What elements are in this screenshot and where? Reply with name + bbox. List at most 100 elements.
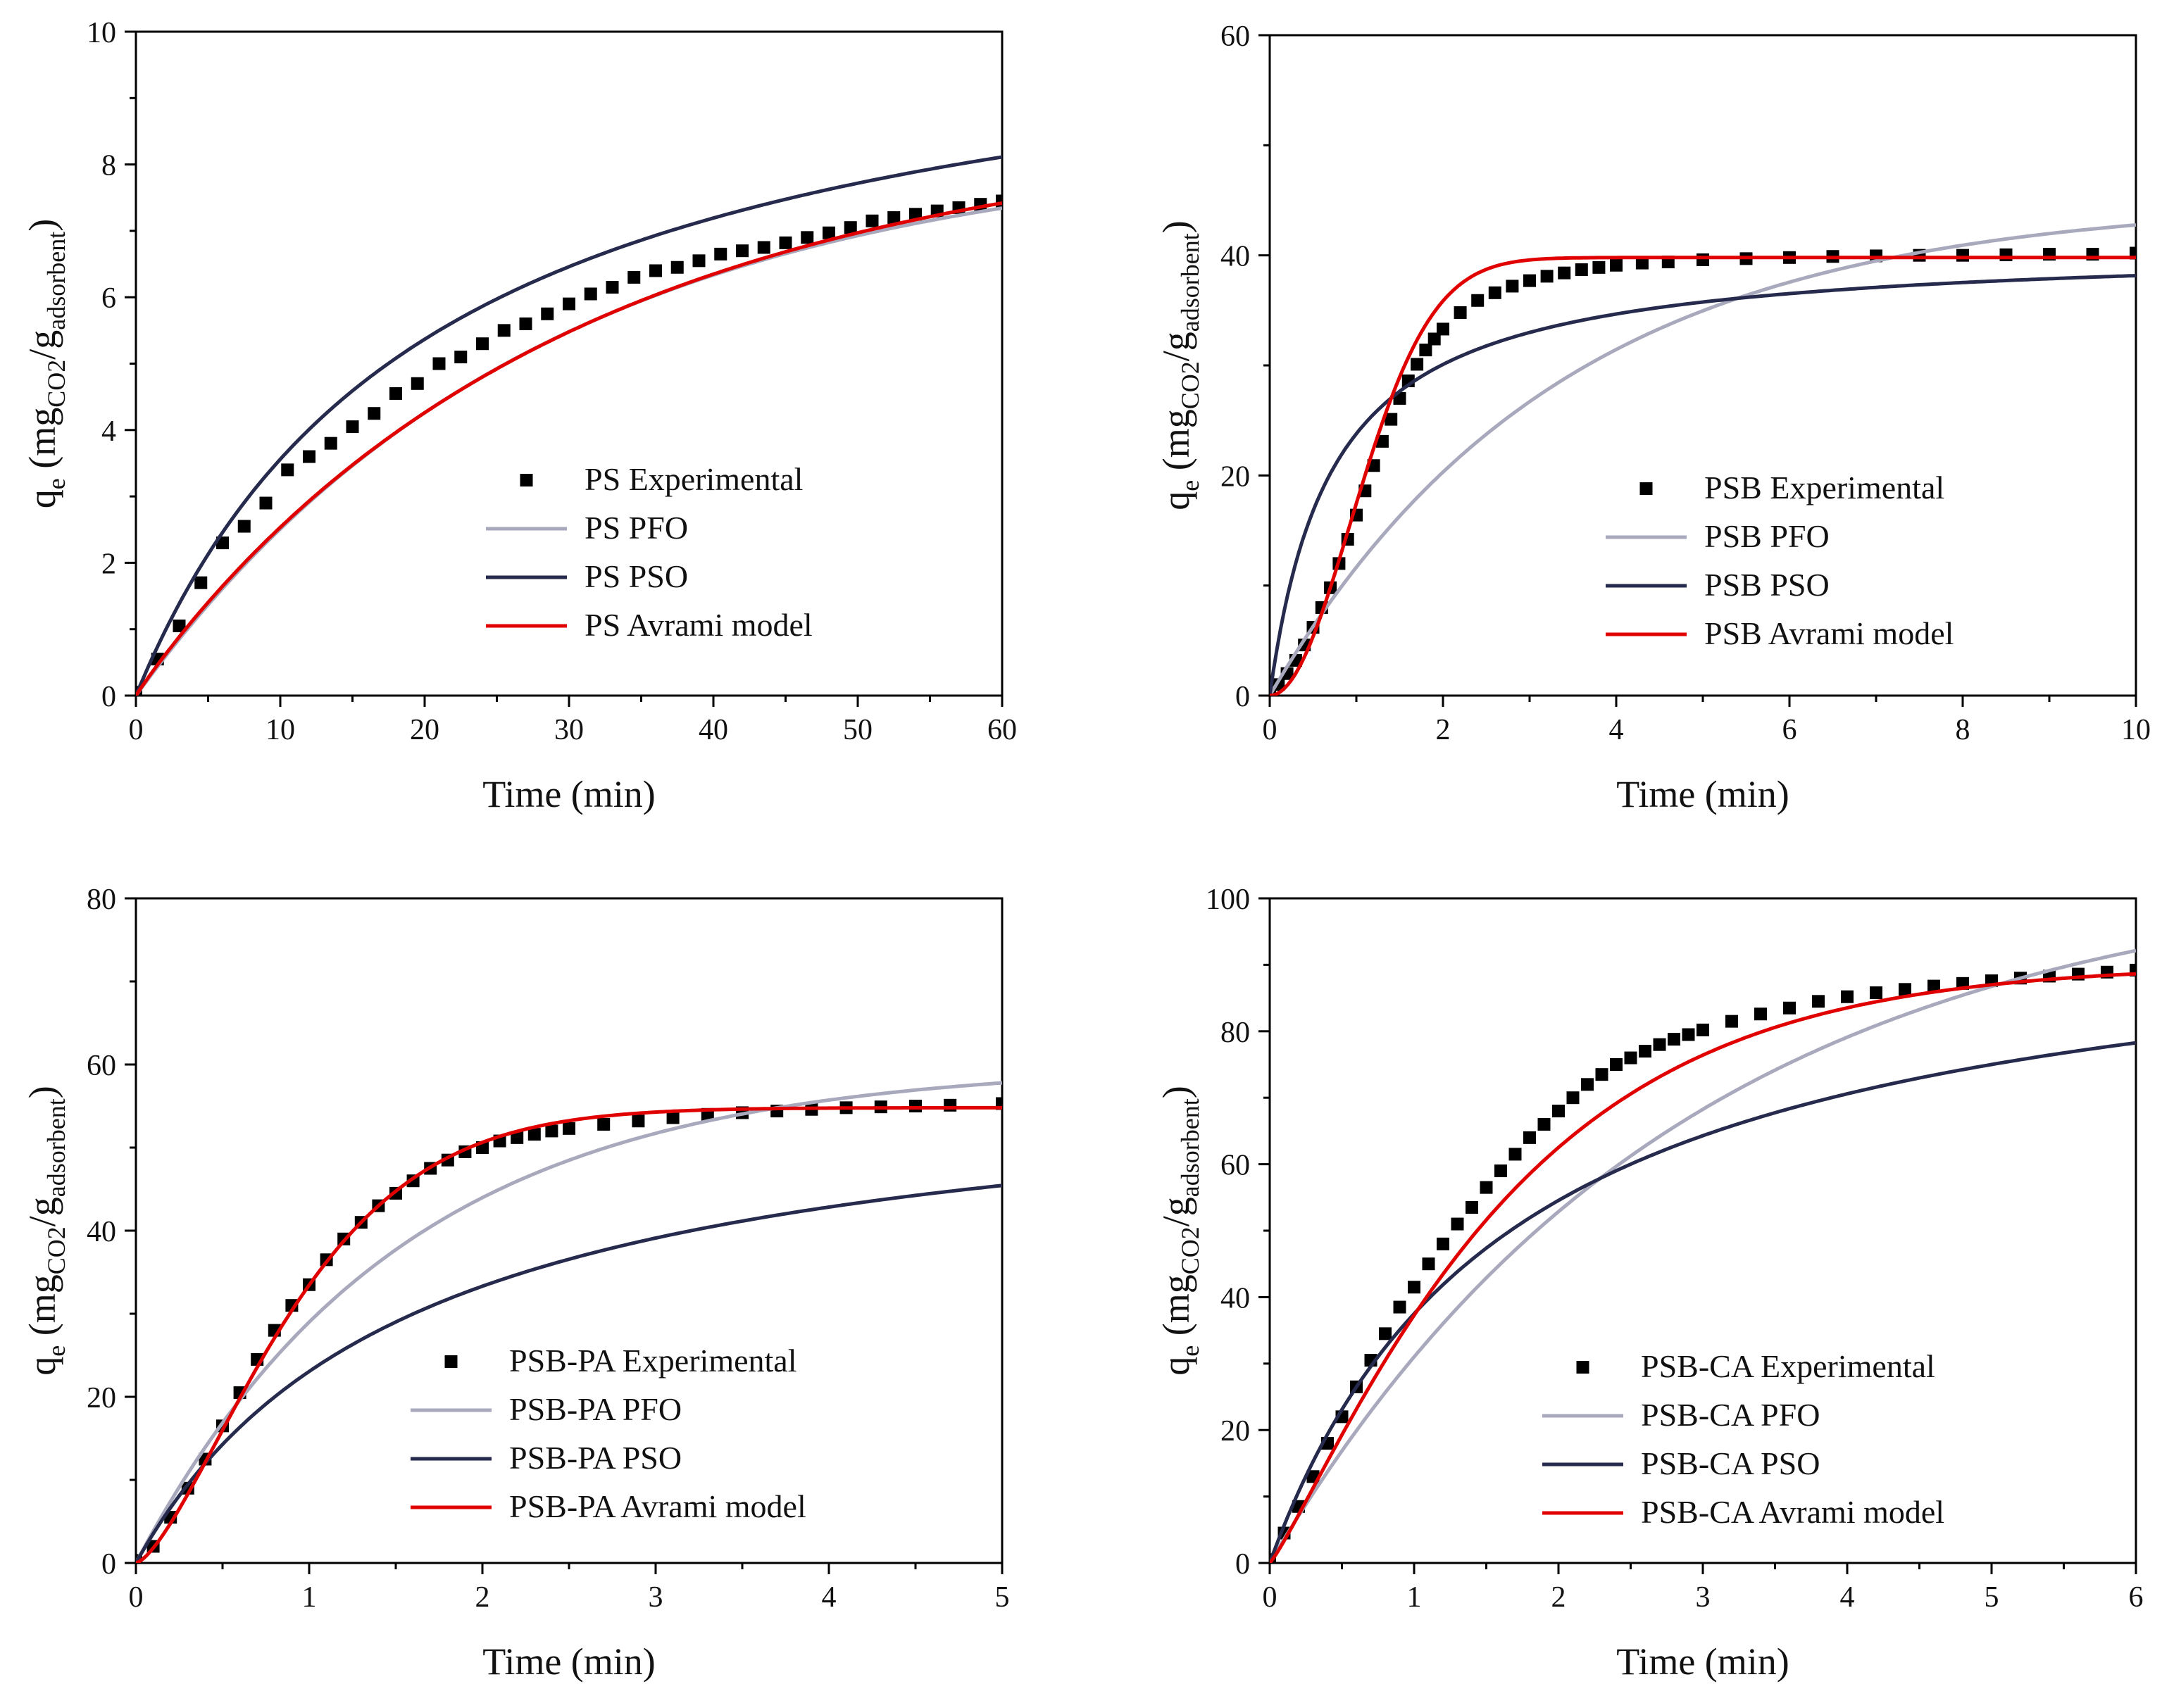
experimental-point <box>1422 1257 1435 1271</box>
experimental-point <box>454 351 468 364</box>
legend-marker-experimental <box>1576 1361 1589 1374</box>
x-tick-label: 40 <box>699 714 728 746</box>
y-axis-title-part: CO2 <box>1176 1226 1204 1274</box>
legend-label: PSB-PA Experimental <box>509 1343 797 1379</box>
y-axis-title: qe (mgCO2/gadsorbent) <box>1155 1086 1204 1375</box>
x-tick-label: 0 <box>129 1581 144 1614</box>
legend: PSB Experimental PSB PFO PSB PSO PSB Avrami… <box>1606 470 1954 651</box>
y-tick-label: 60 <box>1220 1150 1250 1182</box>
experimental-point <box>541 307 554 320</box>
x-tick-label: 2 <box>1436 714 1451 746</box>
plot-area <box>136 1081 1002 1563</box>
y-tick-label: 2 <box>101 548 116 580</box>
series-line-pfo <box>1270 223 2136 696</box>
y-tick-label: 6 <box>101 282 116 315</box>
y-axis-title-part: CO2 <box>1176 361 1204 409</box>
experimental-point <box>237 520 251 533</box>
experimental-point <box>627 270 641 284</box>
experimental-point <box>1537 1117 1551 1131</box>
y-tick-label: 4 <box>101 415 116 448</box>
y-tick-label: 100 <box>1206 884 1250 916</box>
experimental-point <box>2130 963 2136 977</box>
y-tick-label: 20 <box>87 1382 116 1414</box>
experimental-point <box>779 236 792 249</box>
experimental-point <box>1725 1015 1738 1028</box>
experimental-point <box>866 214 879 227</box>
experimental-point <box>411 377 424 390</box>
y-axis-title-part: ) <box>1155 220 1197 233</box>
experimental-point <box>281 463 294 477</box>
legend-label: PSB-PA PFO <box>509 1391 682 1427</box>
experimental-point <box>1419 344 1432 357</box>
legend-label: PSB-CA PFO <box>1641 1397 1820 1433</box>
series-line-pso <box>136 1183 1002 1563</box>
series-line-avrami <box>1270 972 2136 1563</box>
experimental-point <box>519 317 532 330</box>
legend-label: PS PFO <box>585 510 688 546</box>
x-axis-title: Time (min) <box>482 773 656 815</box>
y-axis-title-part: adsorbent <box>42 1098 70 1197</box>
experimental-point <box>597 1117 611 1131</box>
legend-label: PSB Avrami model <box>1704 615 1954 651</box>
y-tick-label: 60 <box>87 1050 116 1082</box>
legend-label: PSB Experimental <box>1704 470 1944 506</box>
x-tick-label: 20 <box>410 714 439 746</box>
experimental-point <box>2130 246 2136 260</box>
experimental-point <box>1697 253 1709 266</box>
experimental-point <box>511 1131 524 1144</box>
experimental-point <box>563 297 575 310</box>
legend-marker-experimental <box>444 1355 458 1368</box>
x-tick-label: 30 <box>554 714 584 746</box>
experimental-point <box>432 357 446 370</box>
experimental-point <box>714 247 727 260</box>
legend-label: PSB-PA PSO <box>509 1440 682 1476</box>
y-axis-title-part: /g <box>1155 332 1197 361</box>
experimental-point <box>606 281 619 294</box>
y-tick-label: 40 <box>1220 241 1250 273</box>
experimental-point <box>324 437 337 450</box>
experimental-point <box>303 450 315 463</box>
experimental-point <box>1575 263 1588 276</box>
x-tick-label: 2 <box>1551 1581 1566 1614</box>
y-tick-label: 10 <box>87 17 116 49</box>
y-axis-title-part: adsorbent <box>1176 1098 1204 1197</box>
legend-label: PS Experimental <box>585 461 803 497</box>
y-tick-label: 80 <box>1220 1017 1250 1049</box>
chart-psb-pa: 0 1 2 3 4 5 0 20 40 60 80 Time (min) qe (mgCO2/gadso… <box>21 884 1010 1683</box>
experimental-point <box>1471 294 1485 307</box>
x-tick-label: 6 <box>1782 714 1797 746</box>
y-tick-label: 0 <box>101 1548 116 1581</box>
experimental-point <box>1375 434 1389 448</box>
experimental-point <box>1466 1200 1478 1214</box>
experimental-point <box>670 260 684 274</box>
y-tick-label: 0 <box>1235 681 1250 713</box>
x-tick-label: 4 <box>1609 714 1624 746</box>
x-tick-label: 0 <box>1263 1581 1277 1614</box>
y-tick-label: 40 <box>1220 1282 1250 1314</box>
experimental-point <box>1899 983 1911 996</box>
experimental-point <box>757 241 770 254</box>
y-axis-title-part: q <box>21 1357 63 1376</box>
experimental-point <box>1437 1237 1449 1250</box>
plot-area <box>1270 223 2136 696</box>
experimental-point <box>1754 1007 1767 1021</box>
y-axis-title-part: e <box>42 478 70 489</box>
experimental-point <box>1668 1033 1680 1046</box>
experimental-point <box>1552 1105 1565 1118</box>
y-axis-title-part: /g <box>21 330 63 360</box>
experimental-point <box>1592 260 1606 274</box>
experimental-point <box>1870 986 1882 1000</box>
x-axis-title: Time (min) <box>1616 1640 1789 1683</box>
y-axis-title-part: adsorbent <box>42 232 70 330</box>
experimental-point <box>1523 274 1536 287</box>
experimental-point <box>1639 1045 1651 1058</box>
x-tick-label: 4 <box>1840 1581 1855 1614</box>
series-line-pfo <box>136 206 1002 696</box>
experimental-point <box>497 324 511 337</box>
experimental-point <box>996 194 1002 208</box>
plot-frame <box>135 30 1004 697</box>
experimental-point <box>173 619 186 632</box>
experimental-point <box>823 226 835 239</box>
experimental-point <box>1558 266 1571 280</box>
experimental-point <box>1697 1023 1709 1036</box>
